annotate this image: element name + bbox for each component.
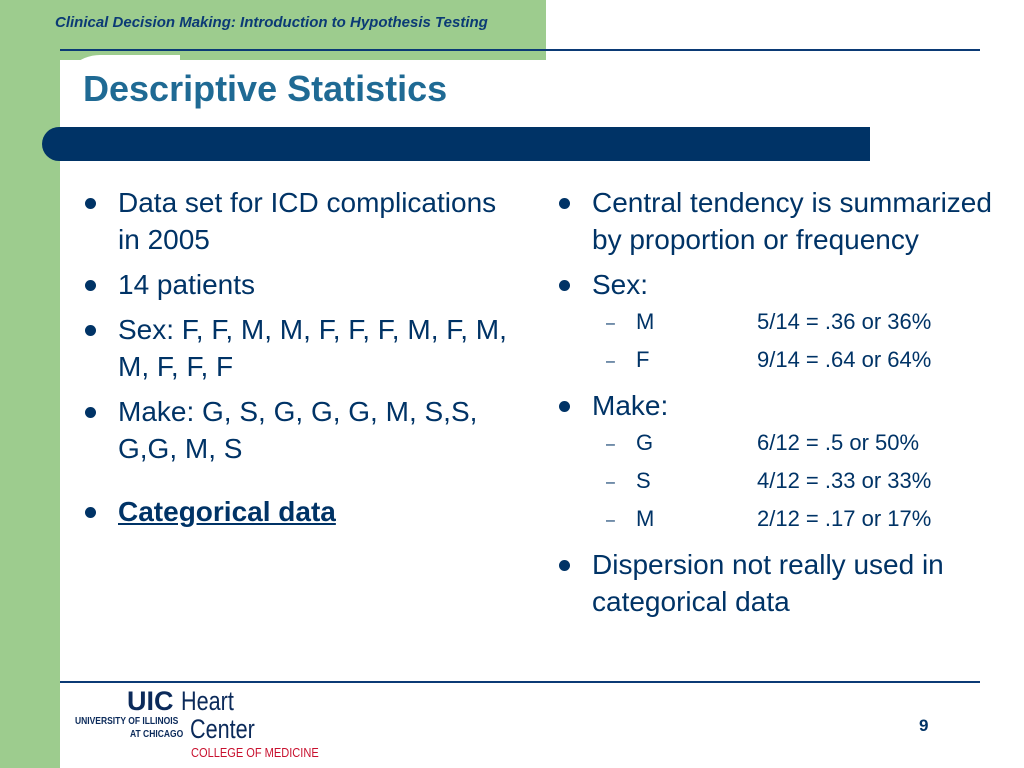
sub-list: M 5/14 = .36 or 36% F 9/14 = .64 or 64% xyxy=(592,303,999,381)
logo-chicago: AT CHICAGO xyxy=(130,729,184,740)
sub-bullet: M 2/12 = .17 or 17% xyxy=(592,500,999,540)
logo-center: Center xyxy=(190,714,255,744)
sub-value: 4/12 = .33 or 33% xyxy=(757,468,932,493)
bullet-text: Central tendency is summarized by propor… xyxy=(592,187,992,255)
left-list: Data set for ICD complications in 2005 14… xyxy=(85,184,515,538)
sub-value: 6/12 = .5 or 50% xyxy=(757,430,920,455)
sub-bullet: F 9/14 = .64 or 64% xyxy=(592,341,999,381)
bullet-text: Dispersion not really used in categorica… xyxy=(592,549,944,617)
bullet-text: Sex: xyxy=(592,269,649,300)
right-list: Central tendency is summarized by propor… xyxy=(559,184,999,628)
page-number: 9 xyxy=(919,716,929,735)
bullet: Make: G 6/12 = .5 or 50% S 4/12 = .33 or 33%… xyxy=(559,387,999,540)
sub-label: F xyxy=(636,347,650,372)
sub-bullet: M 5/14 = .36 or 36% xyxy=(592,303,999,343)
header-rule xyxy=(60,49,980,51)
bullet: Central tendency is summarized by propor… xyxy=(559,184,999,258)
logo-uic: UIC xyxy=(127,686,174,716)
bullet: Categorical data xyxy=(85,493,515,530)
slide-title: Descriptive Statistics xyxy=(83,68,448,109)
sub-bullet: G 6/12 = .5 or 50% xyxy=(592,424,999,464)
corner xyxy=(60,55,180,135)
bullet: Sex: M 5/14 = .36 or 36% F 9/14 = .64 or 64% xyxy=(559,266,999,381)
sub-list: G 6/12 = .5 or 50% S 4/12 = .33 or 33% M 2/12… xyxy=(592,424,999,540)
bullet: Make: G, S, G, G, G, M, S,S, G,G, M, S xyxy=(85,393,515,467)
bullet: 14 patients xyxy=(85,266,515,303)
logo-heart: Heart xyxy=(181,686,234,716)
sub-value: 2/12 = .17 or 17% xyxy=(757,506,932,531)
header-title: Clinical Decision Making: Introduction t… xyxy=(55,14,488,31)
bullet: Dispersion not really used in categorica… xyxy=(559,546,999,620)
bullet-text: Make: xyxy=(592,390,669,421)
logo-university: UNIVERSITY OF ILLINOIS xyxy=(75,716,179,727)
sub-label: M xyxy=(636,506,655,531)
sub-value: 9/14 = .64 or 64% xyxy=(757,347,932,372)
sub-label: G xyxy=(636,430,654,455)
bullet: Data set for ICD complications in 2005 xyxy=(85,184,515,258)
sub-value: 5/14 = .36 or 36% xyxy=(757,309,932,334)
footer-rule xyxy=(60,681,980,683)
logo-college: COLLEGE OF MEDICINE xyxy=(191,745,319,760)
side-band xyxy=(0,0,60,768)
sub-label: S xyxy=(636,468,651,493)
bullet: Sex: F, F, M, M, F, F, F, M, F, M, M, F,… xyxy=(85,311,515,385)
sub-label: M xyxy=(636,309,655,334)
sub-bullet: S 4/12 = .33 or 33% xyxy=(592,462,999,502)
title-bar xyxy=(42,127,870,161)
